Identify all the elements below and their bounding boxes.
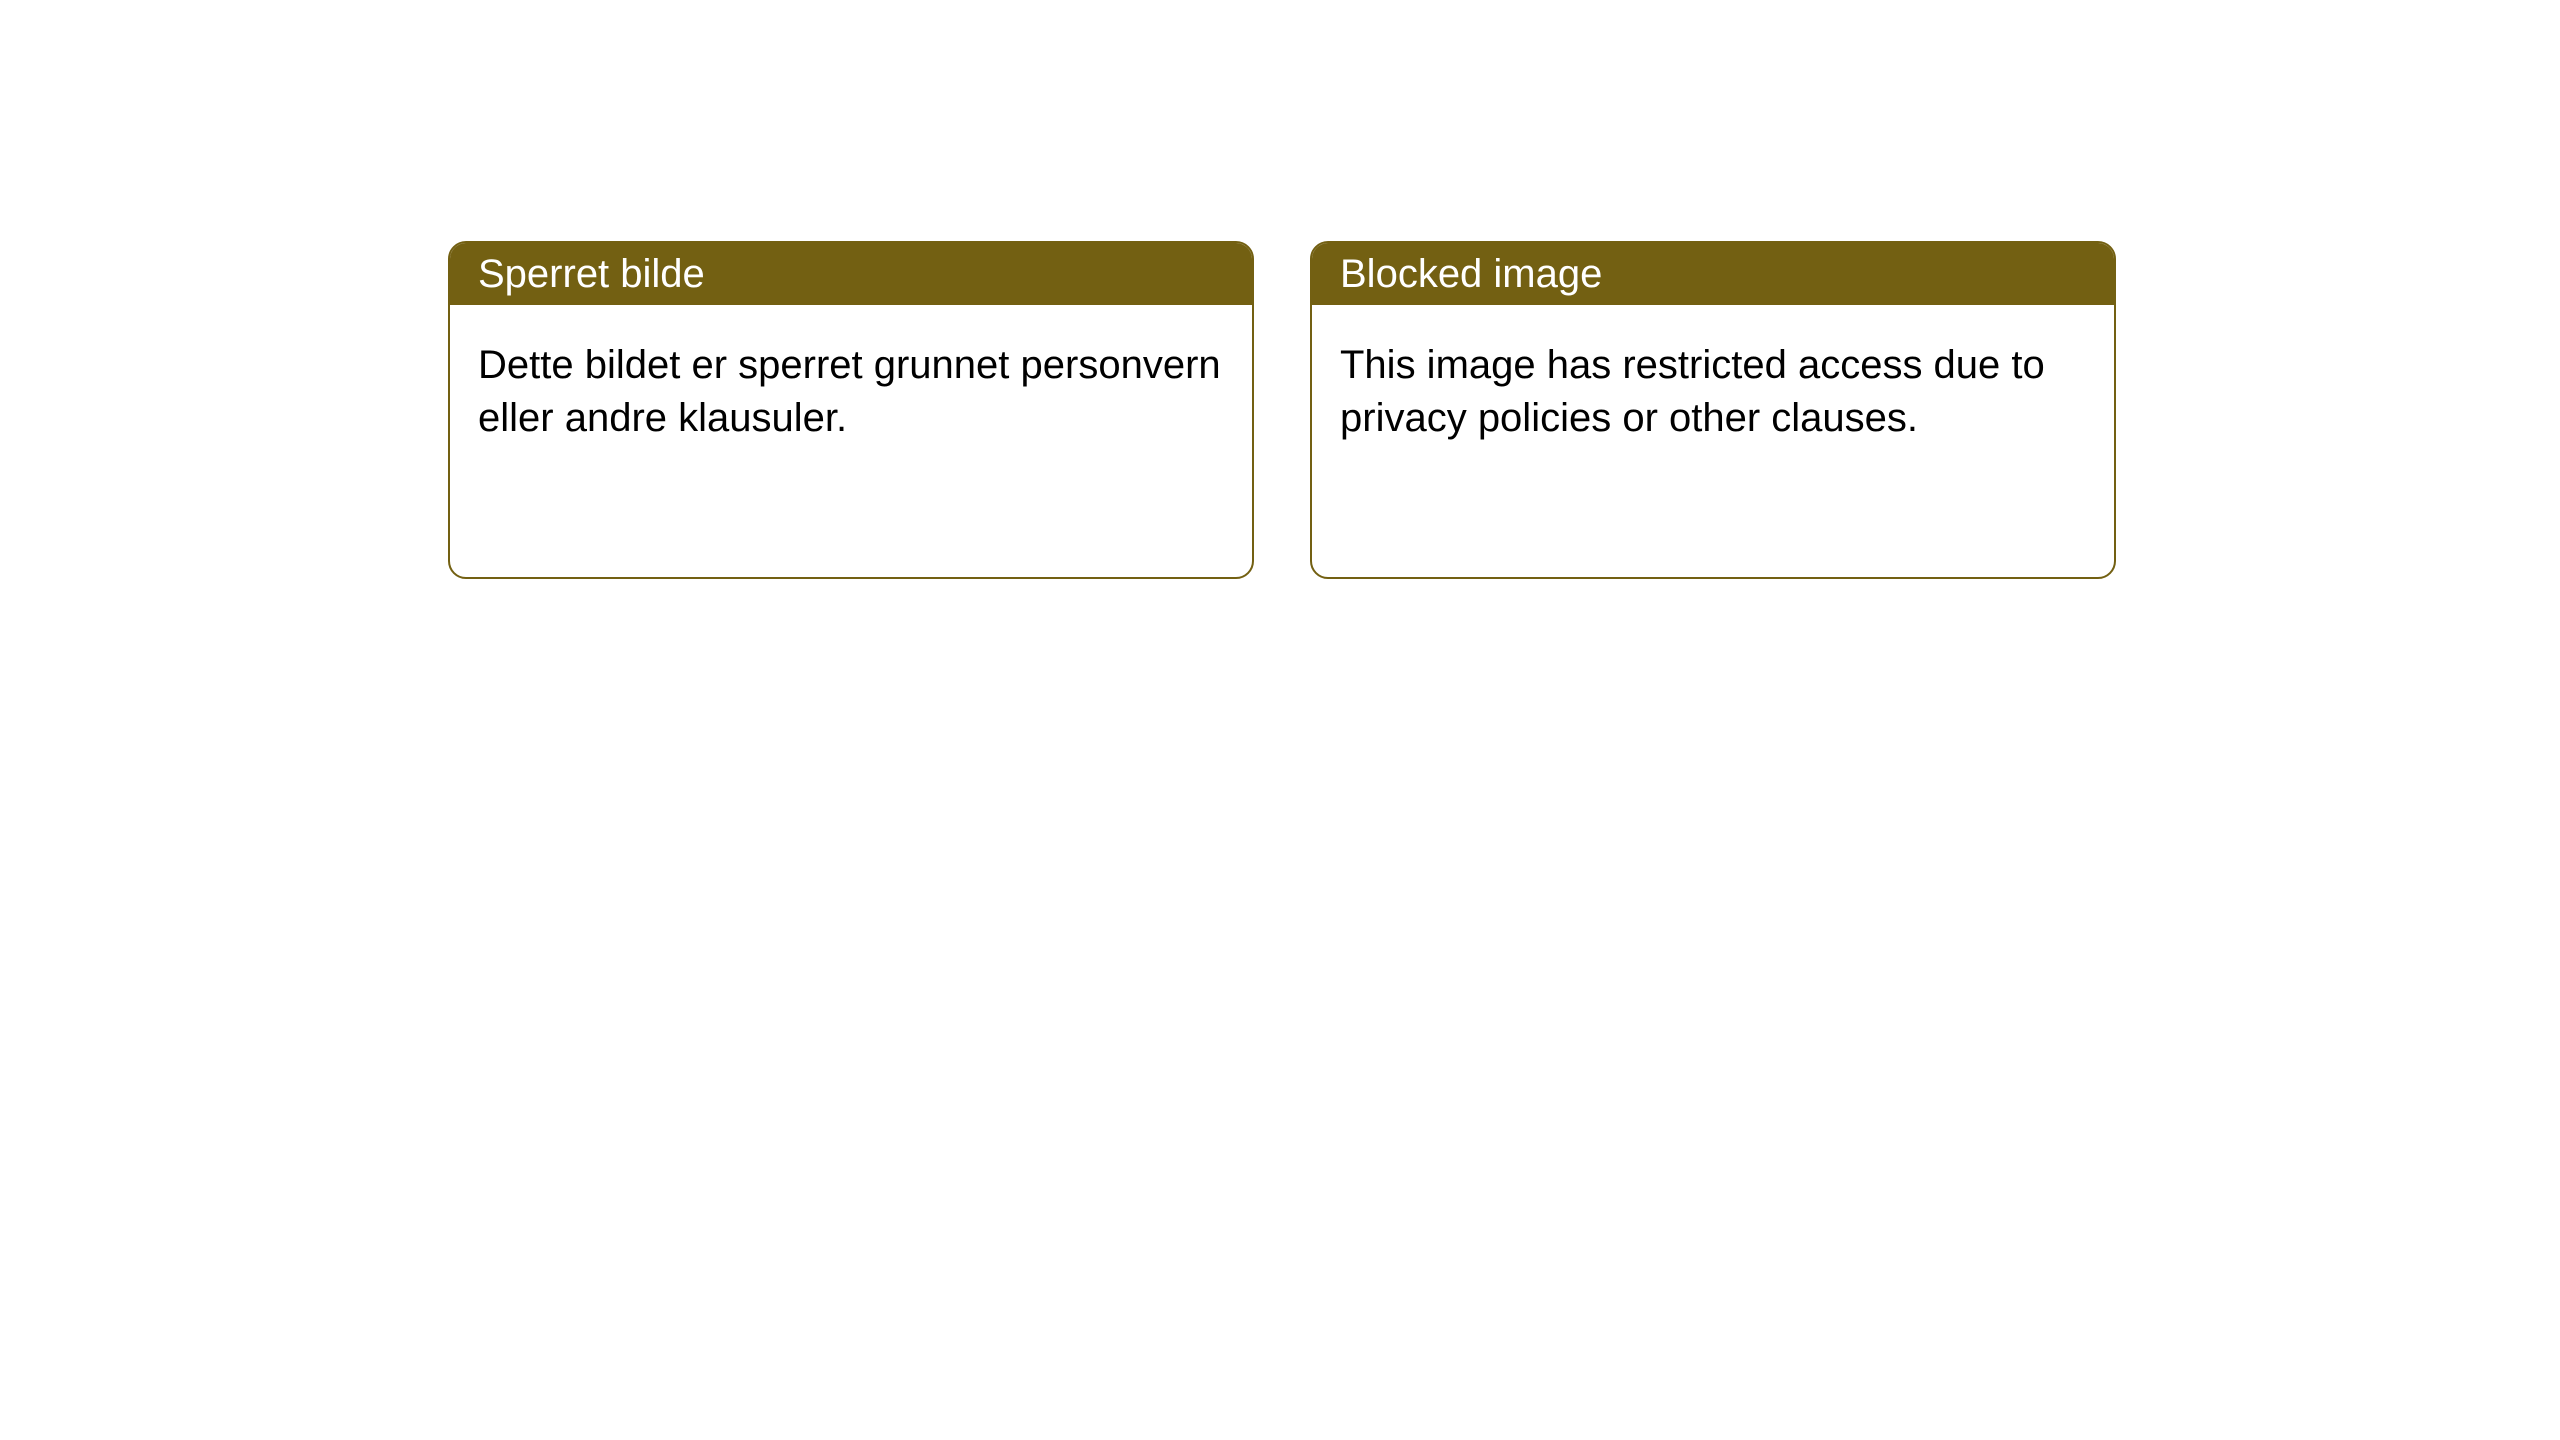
card-body: This image has restricted access due to … — [1312, 305, 2114, 479]
card-header: Sperret bilde — [450, 243, 1252, 305]
card-body: Dette bildet er sperret grunnet personve… — [450, 305, 1252, 479]
notice-container: Sperret bilde Dette bildet er sperret gr… — [0, 0, 2560, 579]
card-body-text: This image has restricted access due to … — [1340, 343, 2045, 440]
card-title: Blocked image — [1340, 252, 1602, 297]
card-title: Sperret bilde — [478, 252, 705, 297]
blocked-image-card-en: Blocked image This image has restricted … — [1310, 241, 2116, 579]
card-body-text: Dette bildet er sperret grunnet personve… — [478, 343, 1221, 440]
card-header: Blocked image — [1312, 243, 2114, 305]
blocked-image-card-no: Sperret bilde Dette bildet er sperret gr… — [448, 241, 1254, 579]
